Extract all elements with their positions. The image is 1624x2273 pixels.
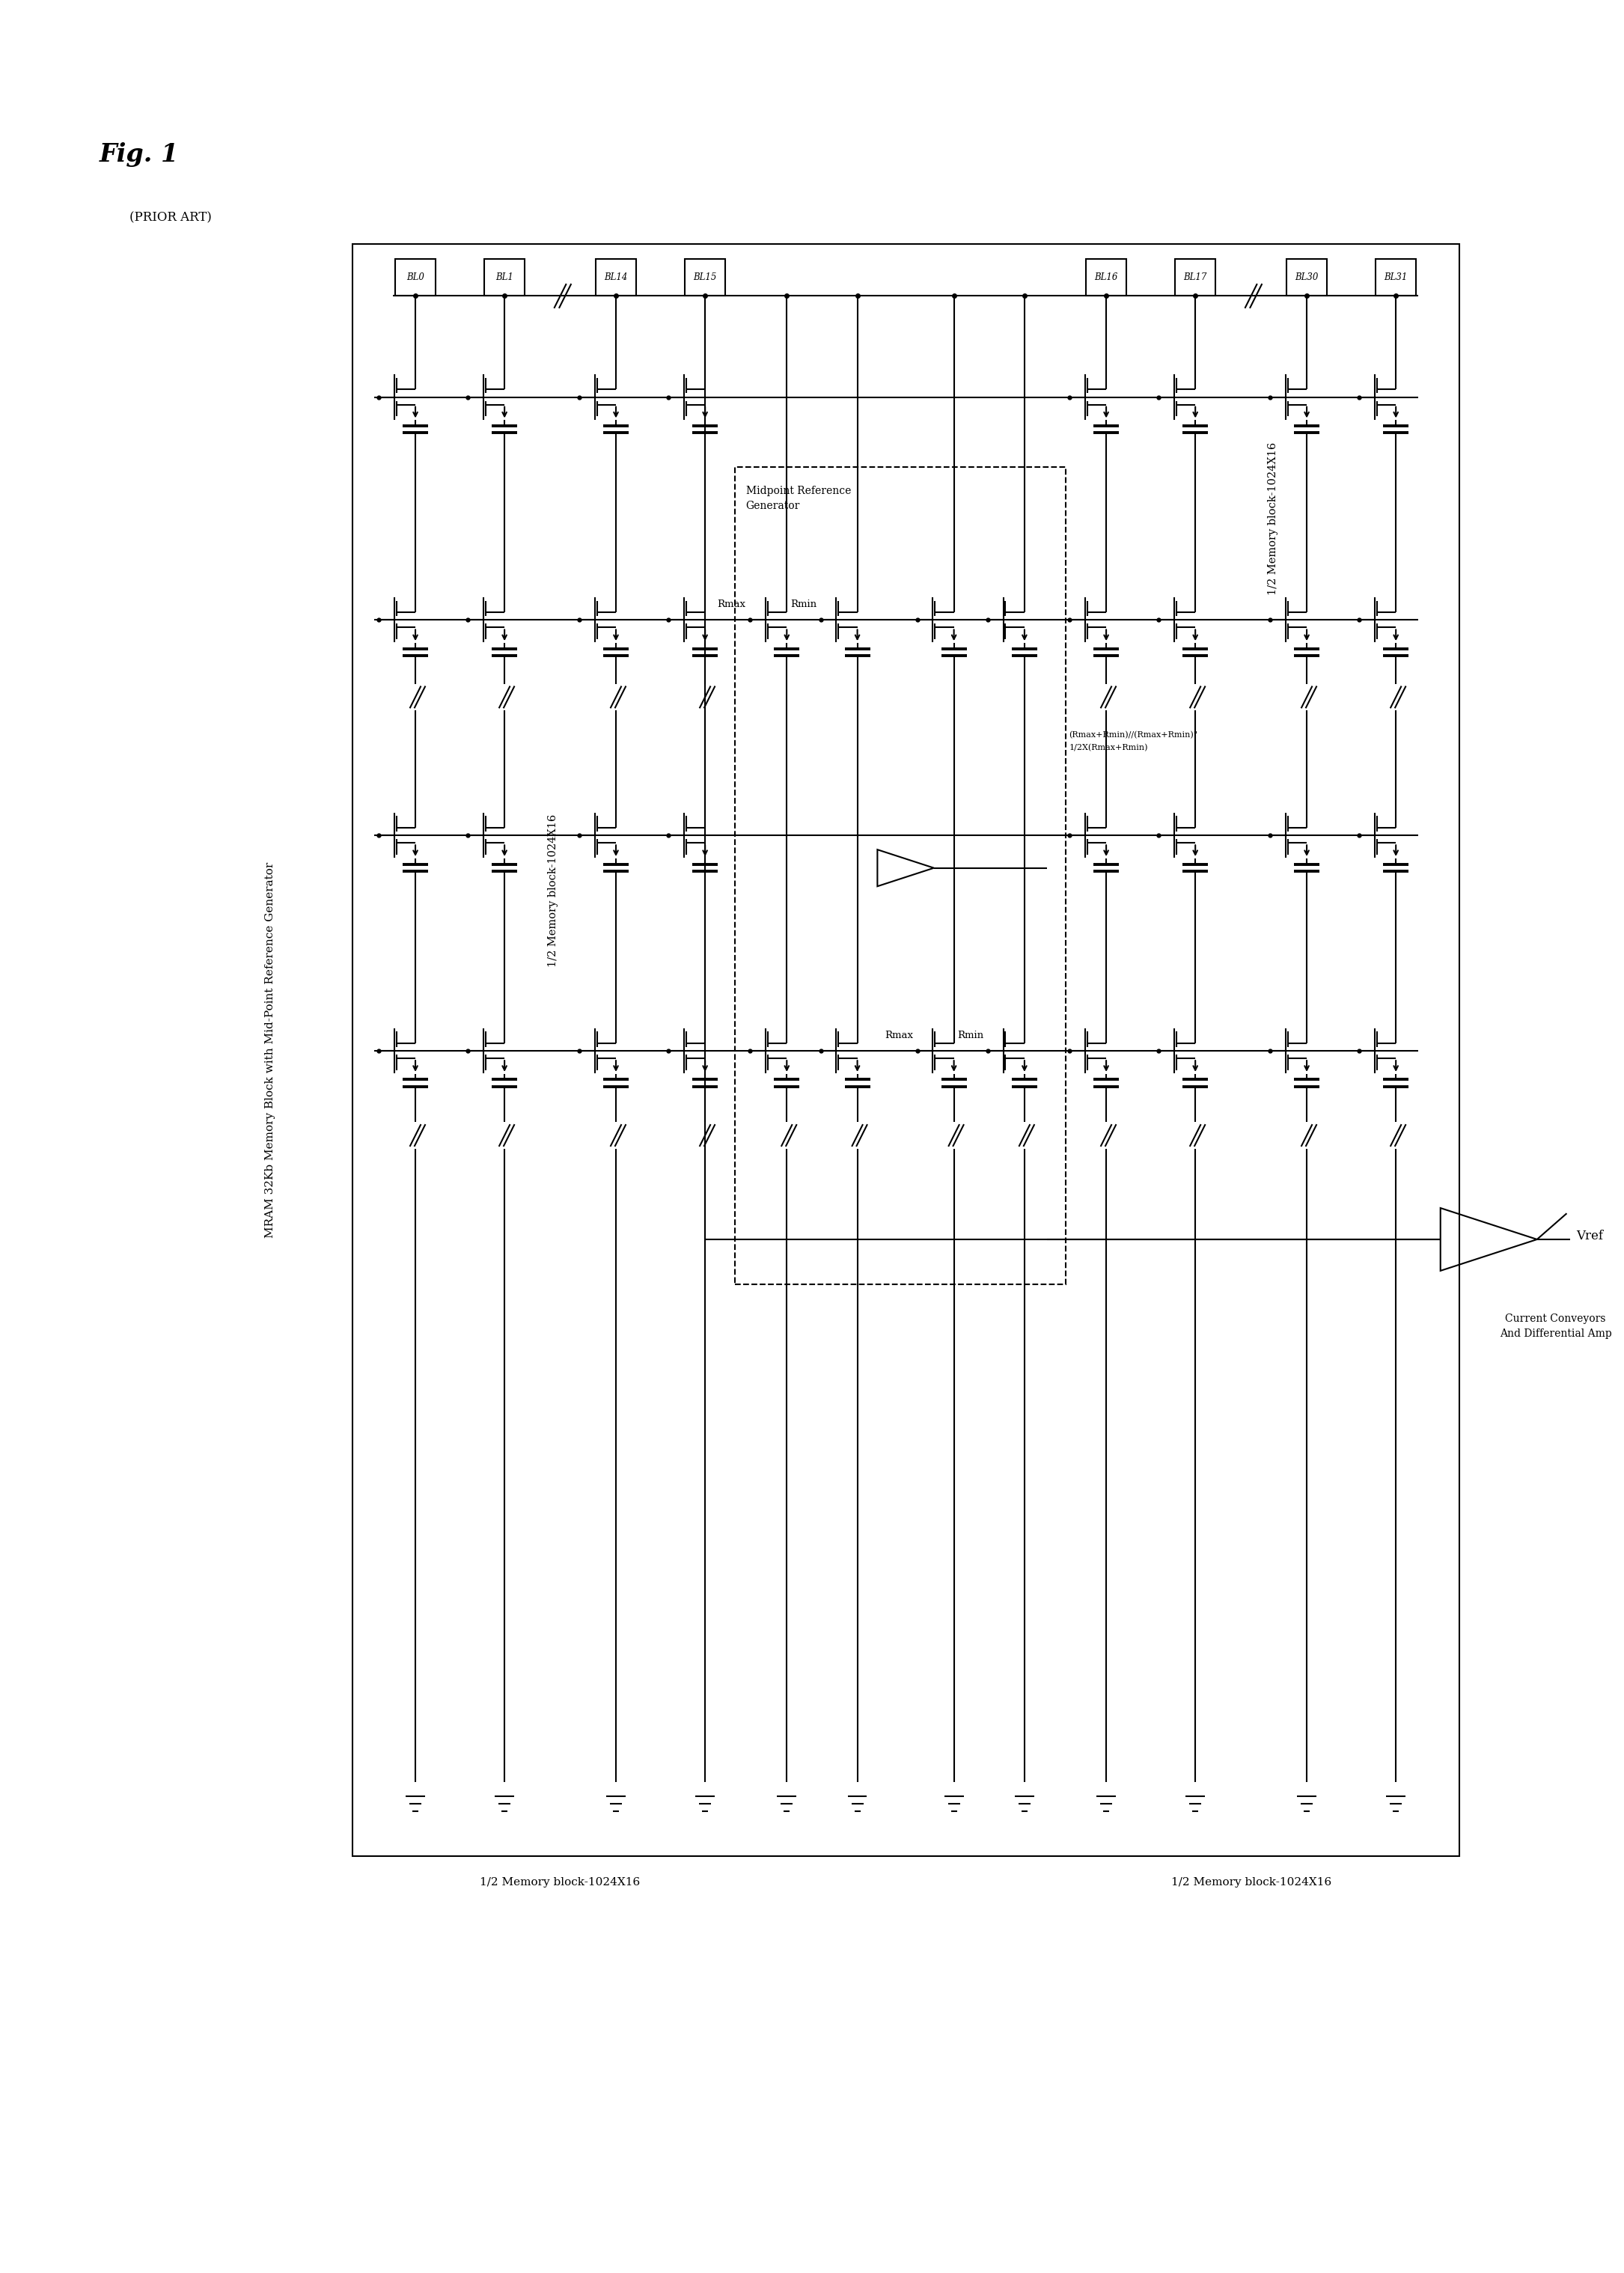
Text: BL14: BL14 [604,273,627,282]
Bar [596,259,637,295]
Text: BL0: BL0 [406,273,424,282]
Text: (Rmax+Rmin)//(Rmax+Rmin)"
1/2X(Rmax+Rmin): (Rmax+Rmin)//(Rmax+Rmin)" 1/2X(Rmax+Rmin… [1069,732,1199,752]
Text: BL17: BL17 [1184,273,1207,282]
Text: Current Conveyors
And Differential Amp: Current Conveyors And Differential Amp [1499,1314,1611,1339]
Text: BL1: BL1 [495,273,513,282]
Text: Rmax: Rmax [718,600,745,609]
Text: BL15: BL15 [693,273,716,282]
Bar [685,259,726,295]
Text: Rmin: Rmin [957,1030,984,1041]
Text: Midpoint Reference
Generator: Midpoint Reference Generator [745,486,851,511]
Bar [1174,259,1216,295]
Text: Rmax: Rmax [885,1030,913,1041]
Text: 1/2 Memory block-1024X16: 1/2 Memory block-1024X16 [547,814,559,966]
Text: 1/2 Memory block-1024X16: 1/2 Memory block-1024X16 [481,1877,640,1887]
Bar [484,259,525,295]
Bar [352,243,1458,1857]
Text: BL31: BL31 [1384,273,1408,282]
Bar [1286,259,1327,295]
Bar [734,466,1065,1284]
Bar [1086,259,1127,295]
Text: BL16: BL16 [1095,273,1117,282]
Bar [395,259,435,295]
Text: Vref: Vref [1577,1230,1603,1241]
Text: BL30: BL30 [1294,273,1319,282]
Text: 1/2 Memory block-1024X16: 1/2 Memory block-1024X16 [1268,443,1278,596]
Text: MRAM 32Kb Memory Block with Mid-Point Reference Generator: MRAM 32Kb Memory Block with Mid-Point Re… [265,861,276,1239]
Bar [1376,259,1416,295]
Text: (PRIOR ART): (PRIOR ART) [130,211,211,225]
Text: 1/2 Memory block-1024X16: 1/2 Memory block-1024X16 [1171,1877,1332,1887]
Text: Fig. 1: Fig. 1 [99,143,179,168]
Text: Rmin: Rmin [791,600,817,609]
